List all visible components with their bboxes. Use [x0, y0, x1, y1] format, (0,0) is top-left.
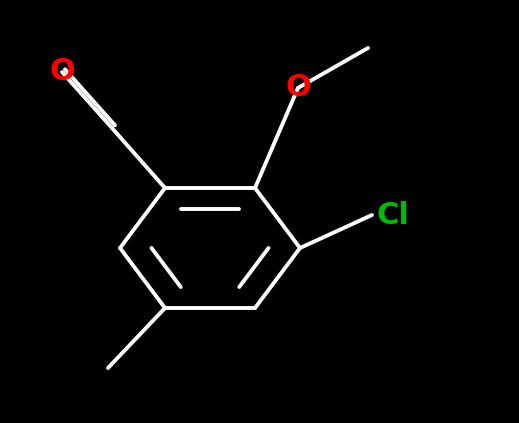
Text: O: O: [285, 74, 311, 102]
Text: O: O: [49, 58, 75, 86]
Text: Cl: Cl: [377, 201, 410, 230]
